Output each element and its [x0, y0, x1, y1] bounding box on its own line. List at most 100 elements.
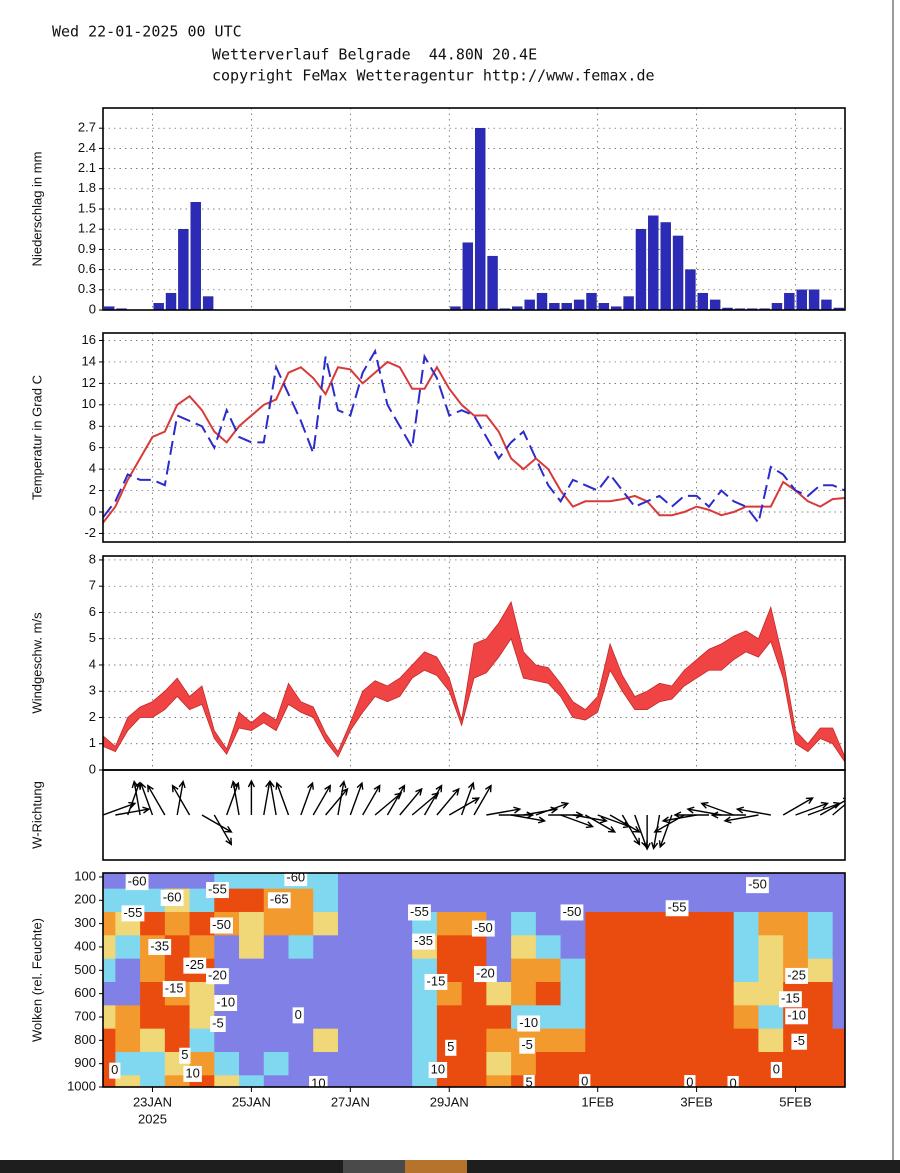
humidity-cell [239, 935, 265, 960]
wind-arrow [399, 787, 423, 816]
wind-arrow [247, 779, 256, 815]
wind-arrow [325, 787, 349, 816]
humidity-cell [239, 1075, 265, 1087]
wind-arrow [362, 784, 381, 816]
humidity-cell [362, 1005, 388, 1030]
humidity-cell [634, 981, 660, 1006]
contour-label: -60 [286, 870, 305, 885]
y-tick-label: 1 [89, 735, 96, 750]
contour-label-box [160, 889, 184, 906]
taskbar-item [405, 1160, 467, 1173]
humidity-cell [807, 911, 834, 936]
humidity-cell [140, 1005, 166, 1030]
humidity-cell [659, 873, 685, 890]
humidity-cell [733, 1005, 759, 1030]
contour-label-box [206, 968, 229, 985]
humidity-cell [560, 1005, 586, 1030]
humidity-cell [461, 1051, 487, 1076]
x-tick-label: 3FEB [680, 1094, 713, 1109]
humidity-cell [214, 1028, 240, 1053]
contour-label: -50 [212, 917, 231, 932]
humidity-cell [832, 1005, 845, 1030]
panel: W-Richtung [29, 769, 846, 861]
contour-label: -35 [150, 938, 169, 953]
y-axis-label: Wolken (rel. Feuchte) [29, 918, 44, 1042]
contour-label: -15 [165, 980, 184, 995]
humidity-cell [461, 1028, 487, 1053]
humidity-cell [585, 981, 611, 1006]
bar [153, 303, 164, 310]
humidity-cell [115, 1051, 141, 1076]
humidity-cell [362, 888, 388, 913]
humidity-cell [189, 935, 215, 960]
y-tick-label: 800 [74, 1032, 96, 1047]
wind-arrow [300, 781, 314, 816]
contour-label-box [727, 1075, 739, 1087]
bar [672, 235, 684, 310]
humidity-cell [807, 1028, 834, 1053]
humidity-cell [610, 958, 636, 983]
humidity-cell [832, 935, 845, 960]
humidity-cell [115, 958, 141, 983]
humidity-cell [486, 935, 512, 960]
wind-arrow [844, 814, 845, 815]
humidity-cell [535, 981, 562, 1006]
humidity-cell [140, 1028, 166, 1053]
humidity-cell [313, 935, 339, 960]
humidity-cell [387, 981, 413, 1006]
humidity-cell [832, 981, 845, 1006]
y-axis-label: Temperatur in Grad C [29, 375, 44, 500]
humidity-cell [807, 873, 834, 890]
contour-label-box [162, 980, 186, 997]
bar [697, 292, 708, 310]
humidity-cell [239, 1051, 265, 1076]
humidity-cell [263, 1005, 289, 1030]
humidity-cell [239, 1028, 265, 1053]
y-tick-label: 0.6 [78, 261, 96, 276]
humidity-cell [610, 981, 636, 1006]
humidity-cell [585, 935, 611, 960]
humidity-cell [733, 981, 759, 1006]
panel: 0 0.3 0.6 0.9 1.2 1.5 1.8 2.1 2.4 2.7 Niederschlag… [29, 107, 846, 316]
humidity-cell [115, 1028, 141, 1053]
x-sub-label: 2025 [138, 1111, 167, 1126]
humidity-cell [659, 1005, 685, 1030]
humidity-cell [140, 981, 166, 1006]
humidity-cell [511, 981, 537, 1006]
humidity-cell [313, 911, 339, 936]
humidity-cell [684, 873, 710, 890]
bar [474, 127, 486, 310]
humidity-cell [560, 1075, 586, 1087]
wind-arrow [230, 779, 240, 816]
bar [685, 269, 696, 310]
humidity-cell [634, 1075, 660, 1087]
humidity-cell [103, 935, 116, 960]
y-tick-label: 600 [74, 985, 96, 1000]
humidity-cell [585, 1005, 611, 1030]
humidity-cell [288, 958, 314, 983]
humidity-cell [103, 1005, 116, 1030]
humidity-cell [337, 958, 364, 983]
y-axis-label: Niederschlag in mm [29, 152, 44, 267]
humidity-cell [585, 1051, 611, 1076]
humidity-cell [239, 888, 265, 913]
y-tick-label: 4 [89, 656, 96, 671]
contour-label: -50 [748, 877, 767, 892]
humidity-cell [783, 1075, 809, 1087]
contour-label: 0 [581, 1074, 588, 1089]
humidity-cell [511, 873, 537, 890]
humidity-cell [634, 888, 660, 913]
humidity-cell [708, 1051, 735, 1076]
humidity-cell [783, 873, 809, 890]
humidity-cell [189, 1028, 215, 1053]
y-tick-label: 7 [89, 578, 96, 593]
humidity-cell [387, 935, 413, 960]
humidity-cell [288, 935, 314, 960]
humidity-cell [585, 873, 611, 890]
humidity-cell [115, 1005, 141, 1030]
humidity-cell [313, 1051, 339, 1076]
humidity-cell [684, 935, 710, 960]
wind-arrow [115, 806, 151, 816]
bar [623, 296, 634, 310]
